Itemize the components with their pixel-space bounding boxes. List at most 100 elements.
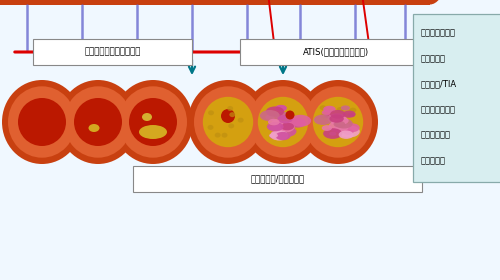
Text: ・間歇性跛行: ・間歇性跛行 — [421, 130, 451, 139]
Ellipse shape — [304, 86, 372, 158]
Text: ・脳梗塞/TIA: ・脳梗塞/TIA — [421, 80, 457, 88]
Ellipse shape — [269, 133, 278, 138]
Ellipse shape — [88, 124, 100, 132]
Ellipse shape — [129, 98, 177, 146]
Ellipse shape — [274, 121, 294, 133]
Ellipse shape — [329, 132, 336, 136]
Ellipse shape — [323, 128, 342, 139]
Ellipse shape — [322, 125, 332, 131]
Text: アテローム性動脈硬化症: アテローム性動脈硬化症 — [84, 48, 140, 57]
Ellipse shape — [275, 105, 286, 112]
Ellipse shape — [276, 132, 290, 140]
Ellipse shape — [337, 107, 344, 112]
Ellipse shape — [344, 123, 360, 132]
FancyBboxPatch shape — [413, 14, 500, 182]
Ellipse shape — [335, 118, 353, 129]
Ellipse shape — [330, 115, 344, 123]
Ellipse shape — [270, 130, 288, 141]
Ellipse shape — [260, 110, 280, 121]
Ellipse shape — [314, 115, 332, 125]
Ellipse shape — [208, 125, 214, 130]
Ellipse shape — [227, 106, 233, 111]
Ellipse shape — [268, 125, 276, 130]
Ellipse shape — [338, 130, 353, 139]
Ellipse shape — [243, 80, 323, 164]
Ellipse shape — [288, 118, 306, 128]
Ellipse shape — [221, 109, 235, 123]
Text: ・心筋梗塞: ・心筋梗塞 — [421, 54, 446, 63]
Text: ATIS(アテローム血栓症): ATIS(アテローム血栓症) — [303, 48, 369, 57]
Ellipse shape — [228, 123, 234, 128]
Ellipse shape — [270, 134, 278, 139]
Ellipse shape — [275, 111, 289, 120]
Ellipse shape — [323, 106, 336, 113]
Ellipse shape — [139, 125, 167, 139]
Ellipse shape — [348, 113, 355, 117]
Ellipse shape — [330, 110, 345, 119]
Ellipse shape — [343, 111, 355, 118]
Ellipse shape — [286, 111, 294, 120]
Ellipse shape — [58, 80, 138, 164]
Ellipse shape — [268, 119, 280, 125]
Ellipse shape — [113, 80, 193, 164]
Ellipse shape — [404, 0, 456, 4]
Ellipse shape — [230, 112, 235, 117]
FancyBboxPatch shape — [133, 166, 422, 192]
Text: ・不安定狭心症: ・不安定狭心症 — [421, 29, 456, 38]
Ellipse shape — [344, 129, 353, 135]
Ellipse shape — [322, 110, 331, 115]
FancyBboxPatch shape — [33, 39, 192, 65]
Ellipse shape — [298, 80, 378, 164]
Ellipse shape — [324, 114, 332, 118]
Ellipse shape — [334, 124, 349, 133]
Ellipse shape — [8, 86, 76, 158]
Ellipse shape — [64, 86, 132, 158]
Ellipse shape — [328, 121, 349, 132]
Ellipse shape — [258, 97, 308, 147]
Ellipse shape — [119, 86, 187, 158]
Ellipse shape — [282, 125, 292, 130]
Ellipse shape — [272, 120, 283, 126]
Ellipse shape — [278, 132, 291, 139]
Ellipse shape — [350, 108, 356, 113]
Ellipse shape — [334, 113, 341, 118]
Ellipse shape — [267, 122, 283, 131]
Ellipse shape — [277, 126, 296, 137]
Ellipse shape — [338, 125, 360, 137]
Text: ・心血管死: ・心血管死 — [421, 156, 446, 165]
Ellipse shape — [320, 114, 327, 119]
Ellipse shape — [345, 133, 352, 138]
Ellipse shape — [336, 120, 342, 125]
Ellipse shape — [341, 105, 350, 111]
Ellipse shape — [214, 133, 220, 137]
Ellipse shape — [249, 86, 317, 158]
Ellipse shape — [74, 98, 122, 146]
Text: ・末梢動脈疾患: ・末梢動脈疾患 — [421, 105, 456, 114]
Text: 安定狭心症/間歇性跛行: 安定狭心症/間歇性跛行 — [250, 174, 304, 183]
Ellipse shape — [330, 119, 340, 125]
Ellipse shape — [2, 80, 82, 164]
FancyBboxPatch shape — [240, 39, 432, 65]
Ellipse shape — [18, 98, 66, 146]
Ellipse shape — [345, 132, 352, 137]
Ellipse shape — [328, 113, 346, 124]
Ellipse shape — [336, 117, 348, 125]
Ellipse shape — [194, 86, 262, 158]
Ellipse shape — [280, 123, 294, 130]
Ellipse shape — [266, 115, 274, 120]
Ellipse shape — [222, 133, 228, 138]
Ellipse shape — [344, 113, 351, 118]
Polygon shape — [0, 0, 430, 4]
Ellipse shape — [320, 105, 326, 110]
Ellipse shape — [290, 115, 311, 127]
Ellipse shape — [280, 114, 286, 117]
Ellipse shape — [344, 133, 350, 138]
Ellipse shape — [334, 121, 345, 127]
Ellipse shape — [238, 118, 244, 123]
Ellipse shape — [313, 97, 363, 147]
Ellipse shape — [276, 105, 287, 111]
Ellipse shape — [203, 97, 253, 147]
Ellipse shape — [142, 113, 152, 121]
Ellipse shape — [266, 106, 284, 117]
Ellipse shape — [208, 110, 214, 115]
